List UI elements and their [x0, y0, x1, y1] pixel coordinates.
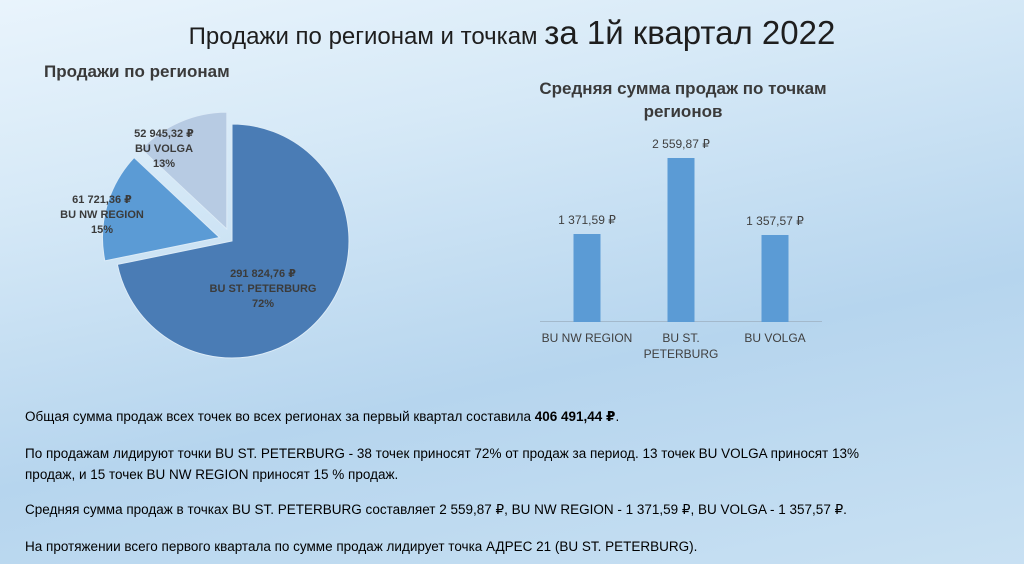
pie-label-percent: 15%: [90, 223, 114, 236]
bar-value-label: 1 371,59 ₽: [558, 213, 616, 227]
summary-paragraph-average: Средняя сумма продаж в точках BU ST. PET…: [25, 501, 847, 517]
bar-value-label: 2 559,87 ₽: [652, 137, 710, 151]
bar-column-bu-st-peterburg: 2 559,87 ₽: [634, 137, 728, 322]
bar-bu-nw-region: [573, 234, 601, 322]
pie-slice-bu-st-peterburg: [116, 123, 350, 359]
pie-label-value: 61 721,36 ₽: [72, 194, 132, 206]
bar-category-label: BU VOLGA: [744, 331, 806, 345]
pie-chart: [102, 111, 350, 359]
slide-title-part1: Продажи по регионам и точкам: [188, 23, 545, 50]
bar-bu-volga: [761, 235, 789, 322]
pie-slice-bu-nw-region: [102, 156, 221, 262]
pie-chart-title: Продажи по регионам: [44, 62, 230, 81]
bar-category-label: BU NW REGION: [541, 331, 633, 345]
bar-chart: 1 371,59 ₽ 2 559,87 ₽ 1 357,57 ₽ BU NW R…: [540, 137, 822, 362]
bar-column-bu-volga: 1 357,57 ₽: [728, 140, 822, 322]
pie-label-name: BU ST. PETERBURG: [209, 282, 317, 295]
bar-bu-st-peterburg: [667, 158, 695, 322]
bar-chart-title: Средняя сумма продаж по точкам регионов: [539, 79, 827, 121]
summary-paragraph-total: Общая сумма продаж всех точек во всех ре…: [25, 407, 1005, 427]
pie-label-bu-nw-region: 61 721,36 ₽ BU NW REGION 15%: [60, 193, 144, 238]
pie-label-value: 52 945,32 ₽: [134, 128, 194, 140]
summary-paragraph-top-point: На протяжении всего первого квартала по …: [25, 539, 698, 554]
total-sales-value: 406 491,44 ₽: [534, 409, 616, 424]
pie-label-name: BU VOLGA: [134, 142, 194, 155]
pie-label-value: 291 824,76 ₽: [230, 268, 296, 280]
pie-label-name: BU NW REGION: [60, 208, 144, 221]
bar-category-axis: BU NW REGION BU ST. PETERBURG BU VOLGA: [540, 322, 822, 362]
pie-label-bu-volga: 52 945,32 ₽ BU VOLGA 13%: [134, 127, 194, 172]
pie-label-percent: 13%: [152, 157, 176, 170]
slide-title-part2: за 1й квартал 2022: [544, 14, 836, 51]
pie-label-bu-st-peterburg: 291 824,76 ₽ BU ST. PETERBURG 72%: [210, 267, 317, 312]
pie-label-percent: 72%: [251, 297, 275, 310]
summary-total-text: Общая сумма продаж всех точек во всех ре…: [25, 409, 535, 424]
slide-title: Продажи по регионам и точкам за 1й кварт…: [0, 14, 1024, 52]
bar-value-label: 1 357,57 ₽: [746, 214, 804, 228]
slide-bottom-edge: [0, 564, 1024, 574]
summary-paragraph-leaders: По продажам лидируют точки BU ST. PETERB…: [25, 446, 860, 482]
summary-total-period: .: [615, 409, 620, 424]
bar-plot-area: 1 371,59 ₽ 2 559,87 ₽ 1 357,57 ₽: [540, 137, 822, 322]
summary-text: Общая сумма продаж всех точек во всех ре…: [25, 407, 1005, 574]
pie-slice-bu-volga: [140, 111, 228, 231]
bar-category-label: BU ST. PETERBURG: [643, 331, 719, 362]
bar-column-bu-nw-region: 1 371,59 ₽: [540, 140, 634, 322]
